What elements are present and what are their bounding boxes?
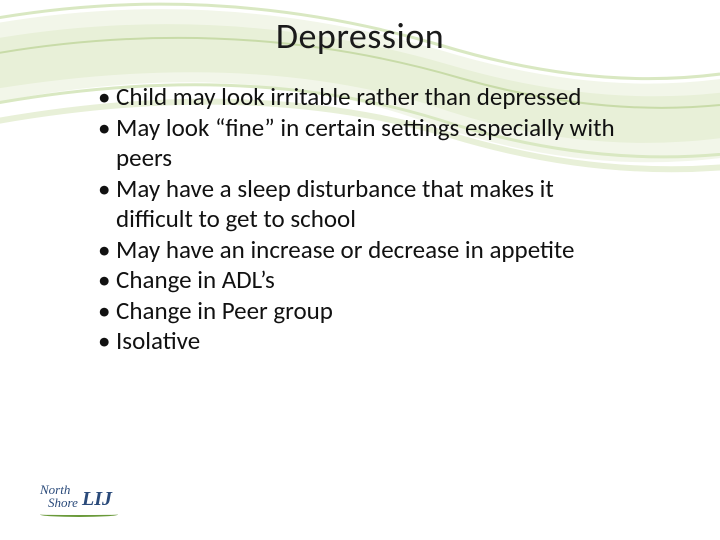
bullet-item: May look “fine” in certain settings espe… (98, 113, 630, 174)
bullet-item: May have a sleep disturbance that makes … (98, 174, 630, 235)
logo-text-shore: Shore (48, 495, 78, 511)
slide-title: Depression (0, 0, 720, 68)
bullet-item: Change in Peer group (98, 296, 630, 327)
bullet-list: Child may look irritable rather than dep… (98, 82, 630, 357)
logo-text-lij: LIJ (82, 488, 112, 511)
logo-underline-swoosh (40, 512, 118, 517)
bullet-item: Child may look irritable rather than dep… (98, 82, 630, 113)
northshore-lij-logo: North Shore LIJ (40, 482, 120, 522)
slide-container: Depression Child may look irritable rath… (0, 0, 720, 540)
bullet-item: Isolative (98, 326, 630, 357)
bullet-item: Change in ADL’s (98, 265, 630, 296)
slide-body: Child may look irritable rather than dep… (0, 68, 720, 357)
bullet-item: May have an increase or decrease in appe… (98, 235, 630, 266)
